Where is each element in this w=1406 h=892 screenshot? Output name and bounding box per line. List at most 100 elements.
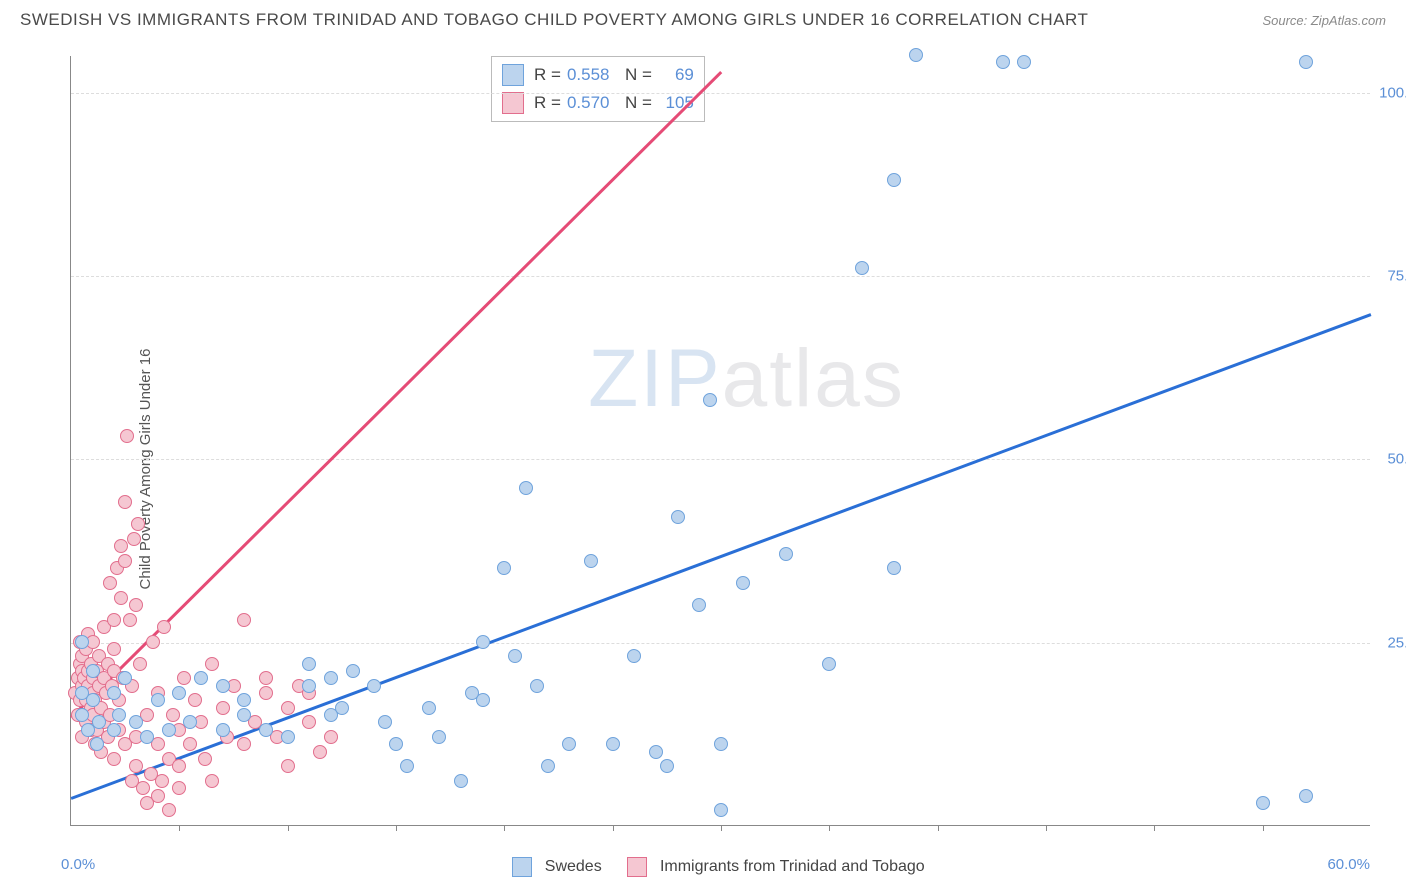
x-tick bbox=[1046, 825, 1047, 831]
scatter-point bbox=[129, 715, 143, 729]
scatter-point bbox=[497, 561, 511, 575]
bottom-legend-label-1: Swedes bbox=[545, 858, 602, 875]
scatter-point bbox=[508, 649, 522, 663]
x-tick-first: 0.0% bbox=[61, 856, 95, 873]
scatter-point bbox=[107, 686, 121, 700]
scatter-point bbox=[367, 679, 381, 693]
title-bar: SWEDISH VS IMMIGRANTS FROM TRINIDAD AND … bbox=[0, 0, 1406, 36]
scatter-point bbox=[107, 613, 121, 627]
scatter-point bbox=[1256, 796, 1270, 810]
scatter-point bbox=[157, 620, 171, 634]
scatter-point bbox=[1299, 789, 1313, 803]
scatter-point bbox=[177, 671, 191, 685]
scatter-point bbox=[237, 613, 251, 627]
scatter-point bbox=[584, 554, 598, 568]
scatter-point bbox=[118, 495, 132, 509]
x-tick bbox=[1154, 825, 1155, 831]
scatter-point bbox=[302, 657, 316, 671]
scatter-point bbox=[714, 803, 728, 817]
x-tick bbox=[829, 825, 830, 831]
bottom-swatch-series2 bbox=[627, 857, 647, 877]
scatter-point bbox=[118, 671, 132, 685]
scatter-point bbox=[660, 759, 674, 773]
scatter-point bbox=[155, 774, 169, 788]
scatter-point bbox=[129, 598, 143, 612]
n-label: N = bbox=[625, 61, 652, 89]
x-tick bbox=[179, 825, 180, 831]
stats-legend-box: R = 0.558 N = 69 R = 0.570 N = 105 bbox=[491, 56, 705, 122]
scatter-point bbox=[107, 723, 121, 737]
scatter-point bbox=[606, 737, 620, 751]
scatter-point bbox=[140, 730, 154, 744]
scatter-point bbox=[120, 429, 134, 443]
bottom-swatch-series1 bbox=[512, 857, 532, 877]
scatter-point bbox=[400, 759, 414, 773]
x-tick bbox=[938, 825, 939, 831]
scatter-point bbox=[127, 532, 141, 546]
scatter-point bbox=[172, 781, 186, 795]
scatter-point bbox=[103, 576, 117, 590]
chart-title: SWEDISH VS IMMIGRANTS FROM TRINIDAD AND … bbox=[20, 10, 1088, 30]
scatter-point bbox=[259, 723, 273, 737]
watermark-part-a: ZIP bbox=[588, 333, 722, 424]
gridline-h bbox=[71, 276, 1370, 277]
scatter-point bbox=[183, 715, 197, 729]
scatter-point bbox=[205, 774, 219, 788]
scatter-point bbox=[519, 481, 533, 495]
scatter-point bbox=[133, 657, 147, 671]
scatter-point bbox=[887, 561, 901, 575]
scatter-point bbox=[205, 657, 219, 671]
swatch-series1 bbox=[502, 64, 524, 86]
scatter-point bbox=[324, 730, 338, 744]
watermark: ZIPatlas bbox=[588, 332, 905, 426]
scatter-point bbox=[454, 774, 468, 788]
scatter-point bbox=[692, 598, 706, 612]
gridline-h bbox=[71, 643, 1370, 644]
scatter-point bbox=[151, 693, 165, 707]
scatter-point bbox=[118, 554, 132, 568]
scatter-point bbox=[346, 664, 360, 678]
scatter-point bbox=[822, 657, 836, 671]
scatter-point bbox=[1299, 55, 1313, 69]
scatter-point bbox=[107, 752, 121, 766]
x-tick bbox=[721, 825, 722, 831]
scatter-point bbox=[75, 635, 89, 649]
scatter-point bbox=[736, 576, 750, 590]
scatter-point bbox=[302, 679, 316, 693]
scatter-point bbox=[90, 737, 104, 751]
y-tick-label: 75.0% bbox=[1387, 268, 1406, 285]
source-label: Source: ZipAtlas.com bbox=[1262, 13, 1386, 28]
scatter-point bbox=[75, 708, 89, 722]
scatter-point bbox=[313, 745, 327, 759]
scatter-point bbox=[183, 737, 197, 751]
scatter-point bbox=[114, 539, 128, 553]
scatter-point bbox=[714, 737, 728, 751]
scatter-point bbox=[476, 693, 490, 707]
y-tick-label: 50.0% bbox=[1387, 451, 1406, 468]
x-tick bbox=[613, 825, 614, 831]
scatter-point bbox=[107, 642, 121, 656]
chart-area: Child Poverty Among Girls Under 16 ZIPat… bbox=[30, 46, 1406, 892]
scatter-point bbox=[703, 393, 717, 407]
scatter-point bbox=[996, 55, 1010, 69]
scatter-point bbox=[146, 635, 160, 649]
x-tick bbox=[504, 825, 505, 831]
scatter-point bbox=[909, 48, 923, 62]
scatter-point bbox=[237, 737, 251, 751]
y-tick-label: 100.0% bbox=[1379, 84, 1406, 101]
scatter-point bbox=[172, 759, 186, 773]
scatter-point bbox=[92, 715, 106, 729]
scatter-point bbox=[162, 803, 176, 817]
scatter-point bbox=[136, 781, 150, 795]
scatter-point bbox=[194, 671, 208, 685]
scatter-point bbox=[281, 759, 295, 773]
scatter-point bbox=[476, 635, 490, 649]
scatter-point bbox=[216, 701, 230, 715]
scatter-point bbox=[151, 789, 165, 803]
scatter-point bbox=[281, 701, 295, 715]
scatter-point bbox=[855, 261, 869, 275]
x-tick bbox=[288, 825, 289, 831]
scatter-point bbox=[324, 671, 338, 685]
gridline-h bbox=[71, 93, 1370, 94]
scatter-point bbox=[172, 686, 186, 700]
